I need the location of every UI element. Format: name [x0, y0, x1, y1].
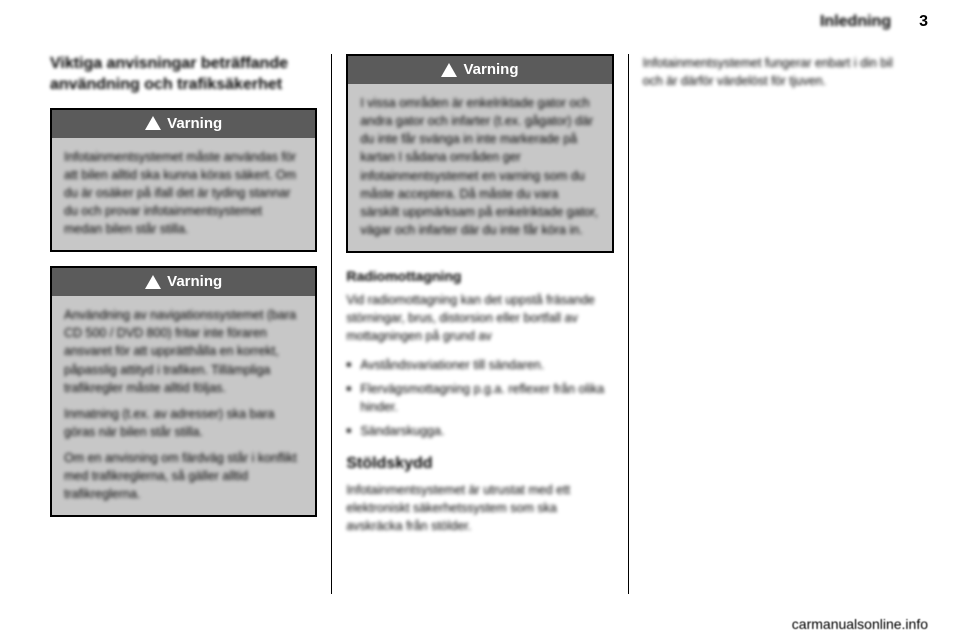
content-columns: Viktiga anvisningar beträffande användni… [36, 54, 924, 594]
warning-label: Varning [167, 115, 222, 132]
warning-text: Om en anvisning om färdväg står i konfli… [64, 449, 303, 503]
body-text-theft: Infotainmentsystemet är utrustat med ett… [346, 481, 613, 535]
warning-box-3: Varning I vissa områden är enkelriktade … [346, 54, 613, 253]
warning-label: Varning [463, 61, 518, 78]
warning-icon [145, 116, 161, 130]
warning-header-1: Varning [52, 110, 315, 138]
header-page-number: 3 [919, 13, 928, 31]
warning-icon [145, 275, 161, 289]
subheading-theft: Stöldskydd [346, 454, 613, 475]
header-title: Inledning [820, 13, 891, 31]
column-1: Viktiga anvisningar beträffande användni… [36, 54, 331, 594]
column-3: Infotainmentsystemet fungerar enbart i d… [628, 54, 924, 594]
page: Inledning 3 Viktiga anvisningar beträffa… [0, 0, 960, 642]
list-item: Avståndsvariationer till sändaren. [346, 356, 613, 374]
bullet-list: Avståndsvariationer till sändaren. Flerv… [346, 356, 613, 441]
warning-body-2: Användning av navigationssystemet (bara … [52, 296, 315, 515]
warning-text: Användning av navigationssystemet (bara … [64, 306, 303, 397]
warning-text: Infotainmentsystemet måste användas för … [64, 148, 303, 239]
warning-body-1: Infotainmentsystemet måste användas för … [52, 138, 315, 251]
warning-header-2: Varning [52, 268, 315, 296]
warning-icon [441, 63, 457, 77]
body-text-col3: Infotainmentsystemet fungerar enbart i d… [643, 54, 910, 90]
footer-link[interactable]: carmanualsonline.info [792, 616, 928, 632]
warning-box-2: Varning Användning av navigationssysteme… [50, 266, 317, 517]
list-item: Flervägsmottagning p.g.a. reflexer från … [346, 380, 613, 416]
warning-label: Varning [167, 273, 222, 290]
page-header: Inledning 3 [0, 0, 960, 44]
warning-body-3: I vissa områden är enkelriktade gator oc… [348, 84, 611, 251]
section-heading-usage: Viktiga anvisningar beträffande användni… [50, 54, 317, 96]
list-item: Sändarskugga. [346, 422, 613, 440]
warning-header-3: Varning [348, 56, 611, 84]
warning-text: I vissa områden är enkelriktade gator oc… [360, 94, 599, 239]
warning-box-1: Varning Infotainmentsystemet måste använ… [50, 108, 317, 253]
body-text-radio: Vid radiomottagning kan det uppstå fräsa… [346, 291, 613, 345]
subheading-radio: Radiomottagning [346, 267, 613, 285]
column-2: Varning I vissa områden är enkelriktade … [331, 54, 627, 594]
warning-text: Inmatning (t.ex. av adresser) ska bara g… [64, 405, 303, 441]
